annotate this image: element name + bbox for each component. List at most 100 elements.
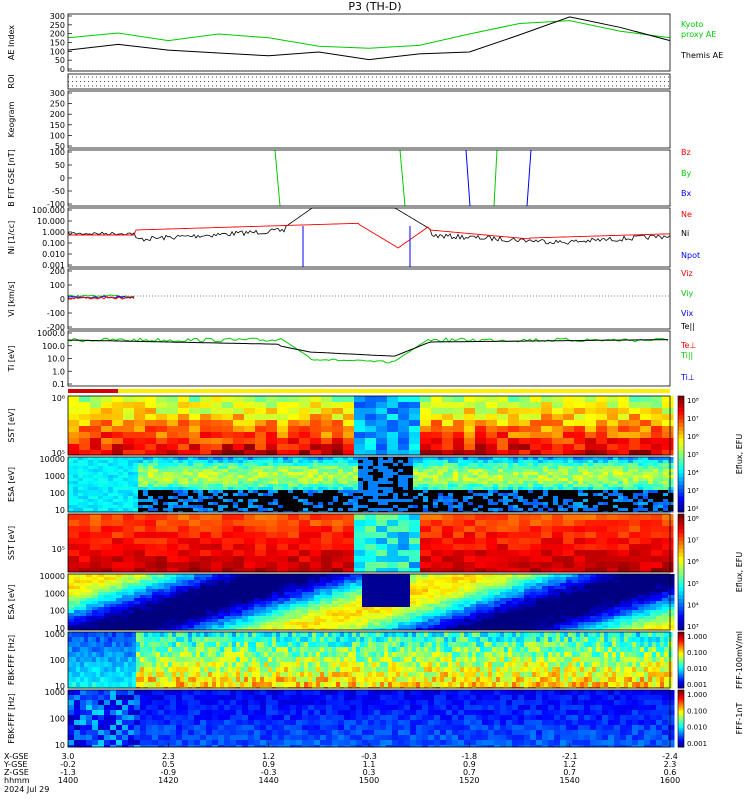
heat-cell [333,463,339,467]
heat-cell [648,490,654,494]
heat-cell [628,499,634,503]
heat-cell [68,526,80,533]
heat-cell [519,444,531,451]
heat-cell [338,484,344,488]
heat-cell [374,595,381,599]
heat-cell [440,622,447,626]
heat-cell [374,613,381,617]
heat-cell [148,481,154,485]
heat-cell [668,472,674,476]
heat-cell [224,592,231,596]
heat-cell [378,490,384,494]
heat-cell [101,550,113,557]
heat-cell [112,414,124,421]
heat-cell [98,607,105,611]
heat-cell [344,583,351,587]
heat-cell [68,625,75,629]
heat-cell [194,622,201,626]
heat-cell [453,502,459,506]
heat-cell [163,466,169,470]
heat-cell [74,613,81,617]
heat-cell [508,556,520,563]
heat-cell [200,544,212,551]
heat-cell [392,586,399,590]
heat-cell [152,580,159,584]
heat-cell [408,460,414,464]
heat-cell [218,610,225,614]
heat-cell [283,463,289,467]
heat-cell [596,568,608,573]
heat-cell [629,396,641,403]
heat-cell [392,580,399,584]
heat-cell [512,628,519,631]
heat-cell [398,432,410,439]
heat-cell [248,580,255,584]
heat-cell [268,460,274,464]
heat-cell [326,595,333,599]
heat-cell [167,538,179,545]
heat-cell [558,490,564,494]
heat-cell [176,595,183,599]
heat-cell [338,499,344,503]
heat-cell [368,493,374,497]
heat-cell [263,478,269,482]
heat-cell [156,396,168,403]
heat-cell [156,432,168,439]
heat-cell [648,469,654,473]
heat-cell [388,466,394,470]
heat-cell [88,484,94,488]
heat-cell [651,408,663,415]
heat-cell [497,550,509,557]
heat-cell [156,402,168,409]
heat-cell [296,595,303,599]
heat-cell [463,472,469,476]
heat-cell [463,466,469,470]
heat-cell [183,469,189,473]
heat-cell [128,583,135,587]
heat-cell [506,610,513,614]
heat-cell [629,420,641,427]
heat-cell [463,460,469,464]
heat-cell [333,472,339,476]
heat-cell [519,426,531,433]
heat-cell [434,616,441,620]
heat-cell [284,601,291,605]
heat-cell [618,457,624,461]
heat-cell [277,426,289,433]
heat-cell [376,514,388,521]
heat-cell [143,508,149,512]
heat-cell [541,396,553,403]
heat-cell [167,568,179,573]
heat-cell [543,481,549,485]
te-parallel-trace [67,339,668,357]
heat-cell [278,472,284,476]
heat-cell [633,460,639,464]
heat-cell [488,607,495,611]
heat-cell [260,610,267,614]
heat-cell [552,444,564,451]
heat-cell [588,502,594,506]
heat-cell [398,481,404,485]
heat-cell [299,450,311,456]
heat-cell [613,478,619,482]
heat-cell [470,625,477,629]
heat-cell [573,508,579,512]
heat-cell [116,580,123,584]
heat-cell [168,478,174,482]
heat-cell [418,481,424,485]
heat-cell [362,595,369,599]
heat-cell [478,502,484,506]
heat-cell [140,586,147,590]
heat-cell [607,450,619,456]
heat-cell [116,583,123,587]
heat-cell [268,469,274,473]
heat-cell [541,414,553,421]
heat-cell [398,490,404,494]
heat-cell [167,514,179,521]
heat-cell [73,472,79,476]
heat-cell [218,493,224,497]
heat-cell [108,463,114,467]
heat-cell [468,478,474,482]
heat-cell [318,487,324,491]
heat-cell [380,589,387,593]
